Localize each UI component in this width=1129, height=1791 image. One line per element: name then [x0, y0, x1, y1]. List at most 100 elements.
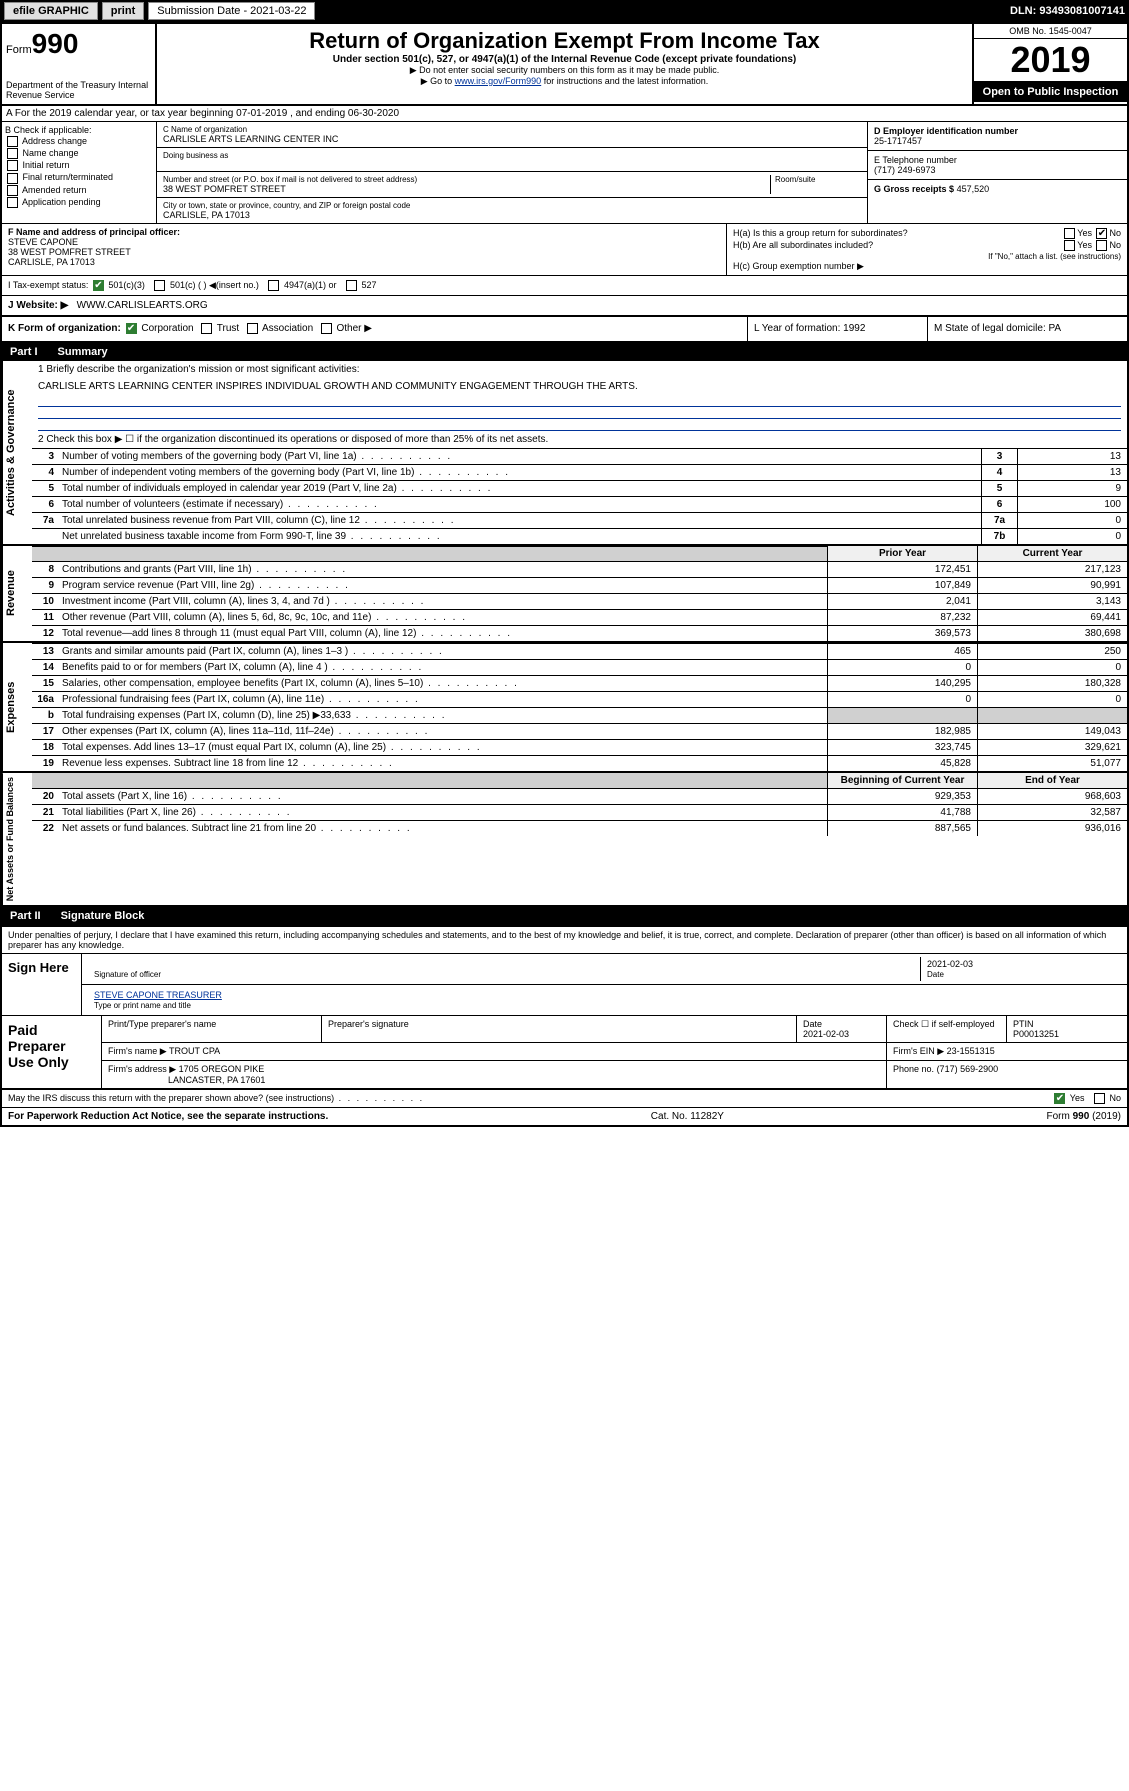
open-public: Open to Public Inspection — [974, 82, 1127, 102]
website-value: WWW.CARLISLEARTS.ORG — [77, 300, 208, 311]
room-suite-label: Room/suite — [771, 175, 861, 194]
ruled-line — [38, 395, 1121, 407]
chk-ha-no[interactable] — [1096, 228, 1107, 239]
chk-initial: Initial return — [5, 160, 153, 171]
sign-here-row: Sign Here Signature of officer 2021-02-0… — [2, 954, 1127, 1016]
expenses-label: Expenses — [2, 643, 32, 771]
paid-preparer-label: Paid Preparer Use Only — [2, 1016, 102, 1088]
section-fh: F Name and address of principal officer:… — [2, 224, 1127, 276]
governance-label: Activities & Governance — [2, 361, 32, 544]
table-row: 9Program service revenue (Part VIII, lin… — [32, 577, 1127, 593]
paid-preparer-row: Paid Preparer Use Only Print/Type prepar… — [2, 1016, 1127, 1090]
org-name: CARLISLE ARTS LEARNING CENTER INC — [163, 134, 861, 144]
mission-text: CARLISLE ARTS LEARNING CENTER INSPIRES I… — [32, 378, 1127, 395]
row-a-tax-year: A For the 2019 calendar year, or tax yea… — [2, 106, 1127, 122]
table-row: 15Salaries, other compensation, employee… — [32, 675, 1127, 691]
form-990: Form990 Department of the Treasury Inter… — [0, 22, 1129, 1127]
netassets-label: Net Assets or Fund Balances — [2, 773, 32, 905]
table-row: 12Total revenue—add lines 8 through 11 (… — [32, 625, 1127, 641]
dba-field: Doing business as — [157, 148, 867, 172]
chk-corp[interactable] — [126, 323, 137, 334]
revenue-section: Revenue Prior Year Current Year 8Contrib… — [2, 546, 1127, 643]
table-row: 6Total number of volunteers (estimate if… — [32, 496, 1127, 512]
print-button[interactable]: print — [102, 2, 144, 20]
chk-pending: Application pending — [5, 197, 153, 208]
chk-501c3[interactable] — [93, 280, 104, 291]
form-subtitle: Under section 501(c), 527, or 4947(a)(1)… — [165, 54, 964, 65]
ruled-line — [38, 419, 1121, 431]
col-b-checkboxes: B Check if applicable: Address change Na… — [2, 122, 157, 223]
table-row: Net unrelated business taxable income fr… — [32, 528, 1127, 544]
line-1: 1 Briefly describe the organization's mi… — [32, 361, 1127, 378]
efile-button[interactable]: efile GRAPHIC — [4, 2, 98, 20]
perjury-declaration: Under penalties of perjury, I declare th… — [2, 927, 1127, 954]
row-j-website: J Website: ▶ WWW.CARLISLEARTS.ORG — [2, 296, 1127, 317]
chk-discuss-yes[interactable] — [1054, 1093, 1065, 1104]
header-left: Form990 Department of the Treasury Inter… — [2, 24, 157, 104]
part-2-header: Part II Signature Block — [2, 907, 1127, 925]
firm-phone: (717) 569-2900 — [937, 1064, 999, 1074]
col-b-title: B Check if applicable: — [5, 125, 153, 135]
ein-value: 25-1717457 — [874, 136, 922, 146]
table-row: bTotal fundraising expenses (Part IX, co… — [32, 707, 1127, 723]
firm-ein: 23-1551315 — [947, 1046, 995, 1056]
note-ssn: ▶ Do not enter social security numbers o… — [165, 65, 964, 76]
chk-name: Name change — [5, 148, 153, 159]
table-row: 5Total number of individuals employed in… — [32, 480, 1127, 496]
sig-date: 2021-02-03 — [927, 959, 973, 969]
net-headers: Beginning of Current Year End of Year — [32, 773, 1127, 788]
table-row: 13Grants and similar amounts paid (Part … — [32, 643, 1127, 659]
discuss-row: May the IRS discuss this return with the… — [2, 1090, 1127, 1107]
ein-field: D Employer identification number 25-1717… — [868, 122, 1127, 151]
header-center: Return of Organization Exempt From Incom… — [157, 24, 972, 104]
chk-final: Final return/terminated — [5, 172, 153, 183]
table-row: 8Contributions and grants (Part VIII, li… — [32, 561, 1127, 577]
officer-name-link[interactable]: STEVE CAPONE TREASURER — [94, 990, 222, 1000]
table-row: 10Investment income (Part VIII, column (… — [32, 593, 1127, 609]
table-row: 21Total liabilities (Part X, line 26)41,… — [32, 804, 1127, 820]
row-k-form-org: K Form of organization: Corporation Trus… — [2, 317, 1127, 342]
state-domicile: M State of legal domicile: PA — [927, 317, 1127, 340]
principal-officer: F Name and address of principal officer:… — [2, 224, 727, 275]
table-row: 11Other revenue (Part VIII, column (A), … — [32, 609, 1127, 625]
year-headers: Prior Year Current Year — [32, 546, 1127, 561]
table-row: 7aTotal unrelated business revenue from … — [32, 512, 1127, 528]
dln-label: DLN: 93493081007141 — [1010, 5, 1125, 17]
governance-section: Activities & Governance 1 Briefly descri… — [2, 361, 1127, 546]
chk-amended: Amended return — [5, 185, 153, 196]
officer-name: STEVE CAPONE — [8, 237, 78, 247]
col-c-org-info: C Name of organization CARLISLE ARTS LEA… — [157, 122, 867, 223]
chk-address: Address change — [5, 136, 153, 147]
phone-value: (717) 249-6973 — [874, 165, 936, 175]
firm-name: TROUT CPA — [169, 1046, 220, 1056]
table-row: 17Other expenses (Part IX, column (A), l… — [32, 723, 1127, 739]
line-2: 2 Check this box ▶ ☐ if the organization… — [32, 431, 1127, 448]
header-right: OMB No. 1545-0047 2019 Open to Public In… — [972, 24, 1127, 104]
year-formation: L Year of formation: 1992 — [747, 317, 927, 340]
ptin-value: P00013251 — [1013, 1029, 1059, 1039]
gross-receipts: G Gross receipts $ 457,520 — [868, 180, 1127, 198]
form-footer: For Paperwork Reduction Act Notice, see … — [2, 1107, 1127, 1125]
address-field: Number and street (or P.O. box if mail i… — [157, 172, 867, 198]
revenue-label: Revenue — [2, 546, 32, 641]
netassets-section: Net Assets or Fund Balances Beginning of… — [2, 773, 1127, 907]
table-row: 14Benefits paid to or for members (Part … — [32, 659, 1127, 675]
omb-number: OMB No. 1545-0047 — [974, 24, 1127, 39]
part-1-header: Part I Summary — [2, 343, 1127, 361]
form-prefix: Form — [6, 44, 32, 56]
signature-block: Under penalties of perjury, I declare th… — [2, 925, 1127, 1107]
sign-here-label: Sign Here — [2, 954, 82, 1015]
top-action-bar: efile GRAPHIC print Submission Date - 20… — [0, 0, 1129, 22]
street-address: 38 WEST POMFRET STREET — [163, 184, 766, 194]
city-state-zip: CARLISLE, PA 17013 — [163, 210, 861, 220]
table-row: 22Net assets or fund balances. Subtract … — [32, 820, 1127, 836]
col-d-ein: D Employer identification number 25-1717… — [867, 122, 1127, 223]
org-name-field: C Name of organization CARLISLE ARTS LEA… — [157, 122, 867, 148]
table-row: 16aProfessional fundraising fees (Part I… — [32, 691, 1127, 707]
expenses-section: Expenses 13Grants and similar amounts pa… — [2, 643, 1127, 773]
irs-link[interactable]: www.irs.gov/Form990 — [455, 76, 542, 86]
section-bcd: B Check if applicable: Address change Na… — [2, 122, 1127, 224]
table-row: 19Revenue less expenses. Subtract line 1… — [32, 755, 1127, 771]
table-row: 20Total assets (Part X, line 16)929,3539… — [32, 788, 1127, 804]
dept-label: Department of the Treasury Internal Reve… — [6, 80, 151, 100]
